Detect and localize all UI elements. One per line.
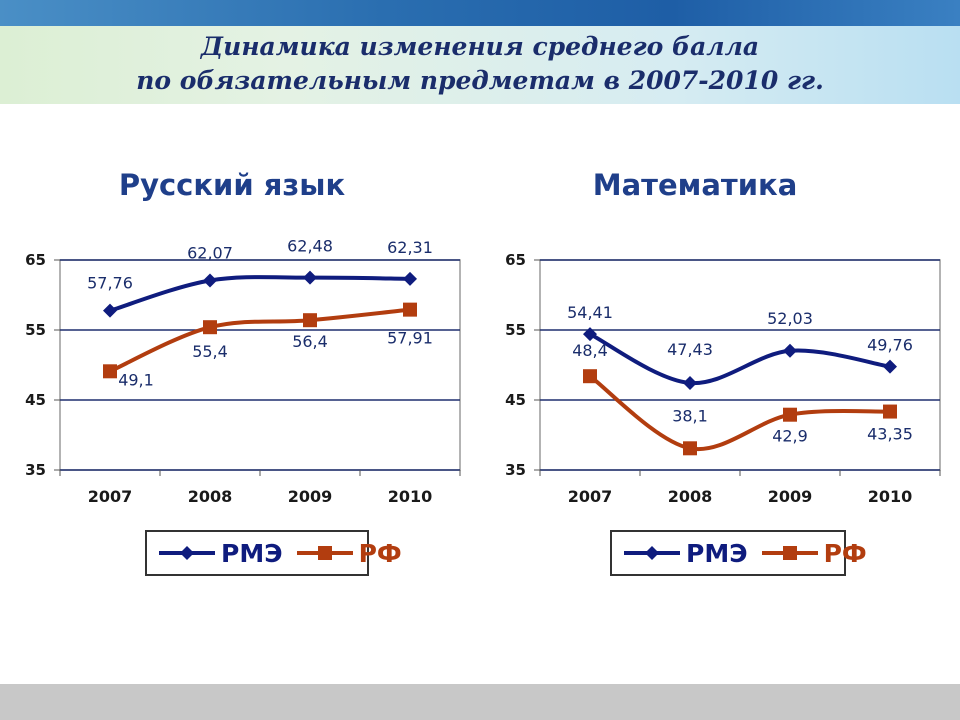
y-tick-label: 65 <box>25 251 46 269</box>
data-label: 62,07 <box>187 244 233 263</box>
data-point-rf <box>303 313 317 328</box>
data-point-rme <box>303 270 317 285</box>
data-point-rme <box>103 303 117 318</box>
legend-label-rme: РМЭ <box>221 538 283 568</box>
slide-title-line-1: Динамика изменения среднего балла <box>200 32 760 61</box>
x-tick-label: 2007 <box>88 487 133 506</box>
legend-swatch-square-icon <box>761 546 818 560</box>
slide-title: Динамика изменения среднего балла по обя… <box>0 30 960 98</box>
y-tick-label: 35 <box>505 461 526 479</box>
legend-label-rme: РМЭ <box>686 538 748 568</box>
x-tick-label: 2008 <box>188 487 233 506</box>
data-point-rme <box>783 343 797 358</box>
data-label: 42,9 <box>772 427 808 446</box>
x-tick-label: 2009 <box>288 487 333 506</box>
data-point-rme <box>203 273 217 288</box>
data-point-rf <box>883 404 897 419</box>
y-tick-label: 35 <box>25 461 46 479</box>
slide-title-line-2: по обязательным предметам в 2007-2010 гг… <box>136 66 824 95</box>
y-tick-label: 55 <box>505 321 526 339</box>
data-point-rf <box>103 364 117 379</box>
data-label: 49,1 <box>118 370 154 389</box>
data-label: 52,03 <box>767 309 813 328</box>
data-point-rf <box>583 369 597 384</box>
data-label: 47,43 <box>667 340 713 359</box>
data-label: 49,76 <box>867 336 913 355</box>
data-label: 43,35 <box>867 425 913 444</box>
y-tick-label: 65 <box>505 251 526 269</box>
legend-swatch-diamond-icon <box>159 546 215 560</box>
legend-label-rf: РФ <box>358 538 402 568</box>
legend-math: РМЭ РФ <box>610 530 867 576</box>
data-point-rf <box>683 441 697 456</box>
legend-item-rf: РФ <box>760 539 867 568</box>
data-label: 56,4 <box>292 332 328 351</box>
title-banner <box>0 26 960 104</box>
series-line-rf <box>109 307 411 374</box>
legend-label-rf: РФ <box>823 538 867 568</box>
bottom-bar <box>0 684 960 720</box>
data-label: 48,4 <box>572 341 608 360</box>
x-tick-label: 2009 <box>768 487 813 506</box>
chart-math: 65 55 45 35 2007 2008 2009 2010 54,41 47,43 52,03 4… <box>505 251 941 506</box>
y-tick-label: 45 <box>25 391 46 409</box>
x-tick-label: 2010 <box>868 487 913 506</box>
data-label: 57,91 <box>387 329 433 348</box>
chart-title-russian: Русский язык <box>118 168 346 202</box>
data-point-rf <box>783 407 797 422</box>
legend-item-rf: РФ <box>295 539 402 568</box>
y-tick-label: 55 <box>25 321 46 339</box>
data-point-rme <box>683 375 697 390</box>
legend-swatch-square-icon <box>296 546 353 560</box>
data-label: 62,31 <box>387 238 433 257</box>
data-point-rme <box>883 359 897 374</box>
series-line-rme <box>109 275 411 313</box>
chart-russian: 65 55 45 35 2007 2008 2009 2010 57,76 62,07 62,48 6… <box>25 238 461 506</box>
legend-item-rme: РМЭ <box>622 539 748 568</box>
data-point-rme <box>403 271 417 286</box>
data-label: 62,48 <box>287 238 333 256</box>
legend-swatch-diamond-icon <box>624 546 680 560</box>
data-label: 54,41 <box>567 303 613 322</box>
x-tick-label: 2010 <box>388 487 433 506</box>
legend-item-rme: РМЭ <box>157 539 283 568</box>
data-point-rf <box>403 302 417 317</box>
series-line-rf <box>588 374 891 452</box>
legend-russian: РМЭ РФ <box>145 530 402 576</box>
data-label: 38,1 <box>672 406 708 425</box>
series-line-rme <box>589 332 891 385</box>
x-tick-label: 2008 <box>668 487 713 506</box>
x-tick-label: 2007 <box>568 487 613 506</box>
data-label: 55,4 <box>192 342 228 361</box>
data-point-rf <box>203 320 217 335</box>
data-point-rme <box>583 327 597 342</box>
data-label: 57,76 <box>87 274 133 293</box>
chart-title-math: Математика <box>592 168 798 202</box>
y-tick-label: 45 <box>505 391 526 409</box>
top-banner <box>0 0 960 26</box>
